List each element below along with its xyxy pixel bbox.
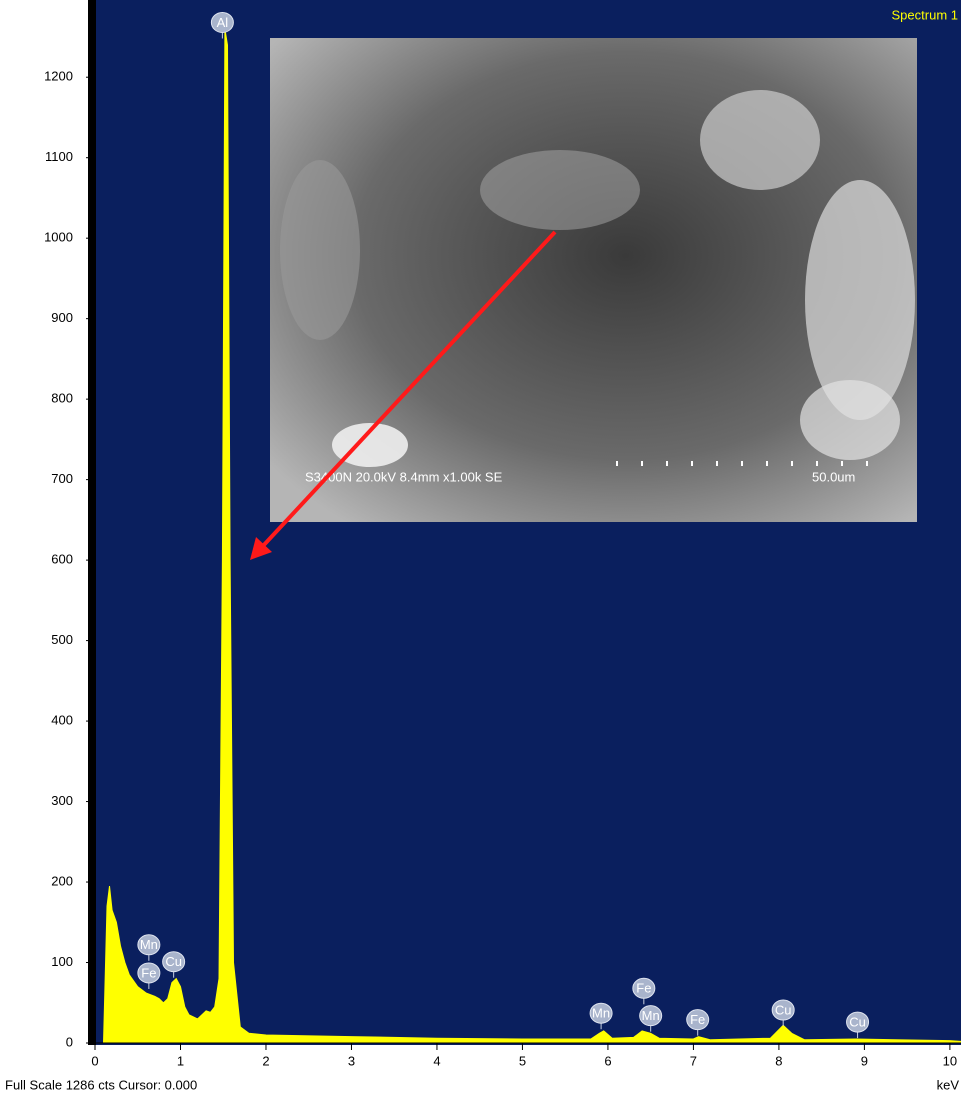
sem-image: S3400N 20.0kV 8.4mm x1.00k SE 50.0um (270, 38, 917, 522)
footer-text: Full Scale 1286 cts Cursor: 0.000 (5, 1077, 197, 1092)
y-tick-label: 1100 (45, 149, 73, 164)
peak-label: Cu (849, 1015, 866, 1030)
x-tick-label: 9 (861, 1053, 868, 1068)
x-tick-label: 7 (690, 1053, 697, 1068)
x-tick-label: 3 (348, 1053, 355, 1068)
y-tick-label: 1200 (44, 69, 73, 84)
peak-label: Cu (165, 954, 182, 969)
sem-scale: 50.0um (812, 469, 855, 484)
y-tick-label: 600 (51, 552, 73, 567)
y-tick-label: 800 (51, 391, 73, 406)
peak-label: Mn (140, 937, 158, 952)
x-tick-label: 5 (519, 1053, 526, 1068)
sem-texture (480, 150, 640, 230)
chart: S3400N 20.0kV 8.4mm x1.00k SE 50.0um Spe… (0, 0, 961, 1097)
x-tick-label: 2 (262, 1053, 269, 1068)
y-tick-label: 1000 (44, 230, 73, 245)
peak-label: Al (217, 15, 229, 30)
chart-title: Spectrum 1 (892, 7, 958, 22)
y-tick-label: 400 (51, 713, 73, 728)
peak-label: Fe (141, 965, 156, 980)
x-tick-label: 4 (433, 1053, 440, 1068)
y-tick-label: 500 (51, 632, 73, 647)
x-tick-label: 0 (91, 1053, 98, 1068)
y-tick-label: 300 (51, 793, 73, 808)
sem-texture (700, 90, 820, 190)
axis-band (88, 0, 96, 1045)
y-tick-label: 0 (66, 1034, 73, 1049)
y-tick-label: 700 (51, 471, 73, 486)
y-tick-label: 200 (51, 873, 73, 888)
x-axis-label: keV (937, 1077, 960, 1092)
sem-texture (800, 380, 900, 460)
x-tick-label: 6 (604, 1053, 611, 1068)
peak-label: Cu (775, 1002, 792, 1017)
y-tick-label: 900 (51, 310, 73, 325)
sem-texture (280, 160, 360, 340)
x-tick-label: 1 (177, 1053, 184, 1068)
x-tick-label: 10 (943, 1053, 957, 1068)
peak-label: Mn (592, 1006, 610, 1021)
peak-label: Mn (642, 1008, 660, 1023)
y-tick-label: 100 (51, 954, 73, 969)
peak-label: Fe (636, 981, 651, 996)
x-tick-label: 8 (775, 1053, 782, 1068)
peak-label: Fe (690, 1012, 705, 1027)
